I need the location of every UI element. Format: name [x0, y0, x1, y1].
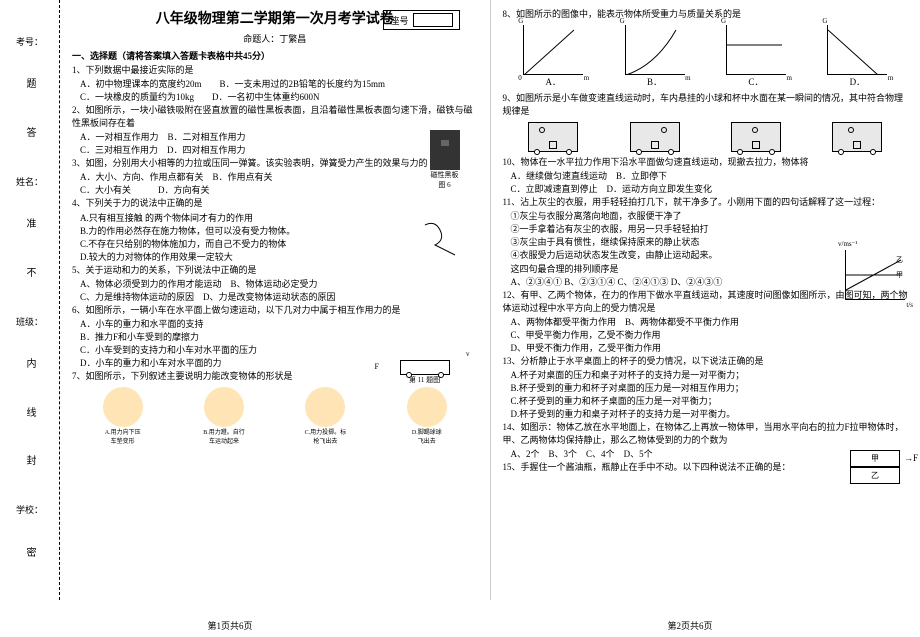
left-column: 座号 八年级物理第二学期第一次月考学试卷 命题人：丁繁昌 一、选择题（请将答案填… — [60, 0, 491, 600]
cartoon-b: B.用力蹬。自行车运动起来 — [194, 387, 254, 445]
q3-opts: A．大小、方向、作用点都有关 B．作用点有关 C．大小有关 D．方向有关 — [72, 171, 478, 197]
q6: 6、如图所示，一辆小车在水平面上做匀速运动，以下几对力中属于相互作用力的是 — [72, 304, 478, 317]
q1-opts: A．初中物理课本的宽度约20m B．一支未用过的2B铅笔的长度约为15mm C．… — [72, 78, 478, 104]
block-figure: 甲 乙 →F — [850, 450, 900, 490]
cartoon-a: A.用力向下压车垫变形 — [93, 387, 153, 445]
marker: 答 — [22, 127, 37, 145]
cart-a — [528, 122, 578, 152]
vt-graph: v/ms⁻¹ t/s 乙 甲 — [845, 250, 905, 300]
q2-opts: A．一对相互作用力 B．二对相互作用力 C．三对相互作用力 D．四对相互作用力 — [72, 131, 478, 157]
footer: 第1页共6页 第2页共6页 — [0, 619, 920, 632]
marker: 线 — [22, 407, 37, 425]
right-column: 8、如图所示的图像中，能表示物体所受重力与质量关系的是 G m 0 A． G m… — [491, 0, 920, 600]
marker: 不 — [22, 267, 37, 285]
marker: 准 — [22, 218, 37, 236]
q9: 9、如图所示是小车做变速直线运动时，车内悬挂的小球和杯中水面在某一瞬间的情况，其… — [503, 92, 909, 118]
graph-b: G m B． — [625, 25, 685, 88]
marker: 封 — [22, 455, 37, 473]
q2: 2、如图所示，一块小磁铁吸附在竖直放置的磁性黑板表面，且沿着磁性黑板表面匀速下滑… — [72, 104, 478, 130]
cart-b — [630, 122, 680, 152]
q10-opts: A．继续做匀速直线运动 B．立即停下 C．立即减速直到停止 D．运动方向立即发生… — [503, 170, 909, 196]
cartoon-c: C.用力投掷。标枪飞出去 — [295, 387, 355, 445]
graph-row: G m 0 A． G m B． G m C． — [503, 25, 909, 88]
q4: 4、下列关于力的说法中正确的是 — [72, 197, 478, 210]
marker: 密 — [22, 547, 37, 565]
q13: 13、分析静止于水平桌面上的杯子的受力情况，以下说法正确的是 — [503, 355, 909, 368]
q15: 15、手握住一个酱油瓶，瓶静止在手中不动。以下四种说法不正确的是： — [503, 461, 909, 474]
field-school: 学校： — [16, 503, 43, 516]
cart-row — [503, 122, 909, 152]
section-heading: 一、选择题（请将答案填入答题卡表格中共45分） — [72, 49, 478, 62]
figure-cart: F v 第 11 题图 — [390, 360, 460, 385]
cart-c — [731, 122, 781, 152]
q5: 5、关于运动和力的关系，下列说法中正确的是 — [72, 264, 478, 277]
figure-magnet: 磁性黑板 图 6 — [420, 130, 470, 190]
marker: 内 — [22, 358, 37, 376]
graph-c: G m C． — [726, 25, 786, 88]
field-class: 班级： — [16, 315, 43, 328]
seat-label: 座号 — [390, 14, 408, 27]
q3: 3、如图，分别用大小相等的力拉或压同一弹簧。该实验表明，弹簧受力产生的效果与力的 — [72, 157, 478, 170]
marker: 题 — [22, 78, 37, 96]
field-name: 姓名： — [16, 175, 43, 188]
page-right: 第2页共6页 — [667, 619, 712, 632]
seat-box: 座号 — [383, 10, 459, 30]
author: 命题人：丁繁昌 — [72, 32, 478, 45]
q14-opts: A、2个 B、3个 C、4个 D、5个 — [503, 448, 909, 461]
q4-opts: A.只有相互接触 的两个物体间才有力的作用 B.力的作用必然存在施力物体，但可以… — [72, 212, 478, 264]
q5-opts: A、物体必须受到力的作用才能运动 B、物体运动必定受力 C、力是维持物体运动的原… — [72, 278, 478, 304]
q1: 1、下列数据中最接近实际的是 — [72, 64, 478, 77]
cartoon-row: A.用力向下压车垫变形 B.用力蹬。自行车运动起来 C.用力投掷。标枪飞出去 D… — [72, 387, 478, 445]
q8: 8、如图所示的图像中，能表示物体所受重力与质量关系的是 — [503, 8, 909, 21]
graph-a: G m 0 A． — [523, 25, 583, 88]
seat-input[interactable] — [413, 13, 453, 27]
q14: 14、如图示：物体乙放在水平地面上，在物体乙上再放一物体甲，当用水平向右的拉力F… — [503, 421, 909, 447]
q11: 11、沾上灰尘的衣服，用手轻轻拍打几下，就干净多了。小刚用下面的四句话解释了这一… — [503, 196, 909, 209]
page-left: 第1页共6页 — [207, 619, 252, 632]
q10: 10、物体在一水平拉力作用下沿水平面做匀速直线运动，现撤去拉力，物体将 — [503, 156, 909, 169]
field-examno: 考号： — [16, 35, 43, 48]
q12-opts: A、两物体都受平衡力作用 B、两物体都受不平衡力作用 C、甲受平衡力作用，乙受不… — [503, 316, 909, 355]
q13-opts: A.杯子对桌面的压力和桌子对杯子的支持力是一对平衡力； B.杯子受到的重力和杯子… — [503, 369, 909, 421]
figure-spring — [420, 220, 470, 260]
cart-d — [832, 122, 882, 152]
cartoon-d: D.脚踢球球飞出去 — [397, 387, 457, 445]
graph-d: G m D． — [827, 25, 887, 88]
binding-margin: 考号： 题 答 姓名： 准 不 班级： 内 线 封 学校： 密 — [0, 0, 60, 600]
